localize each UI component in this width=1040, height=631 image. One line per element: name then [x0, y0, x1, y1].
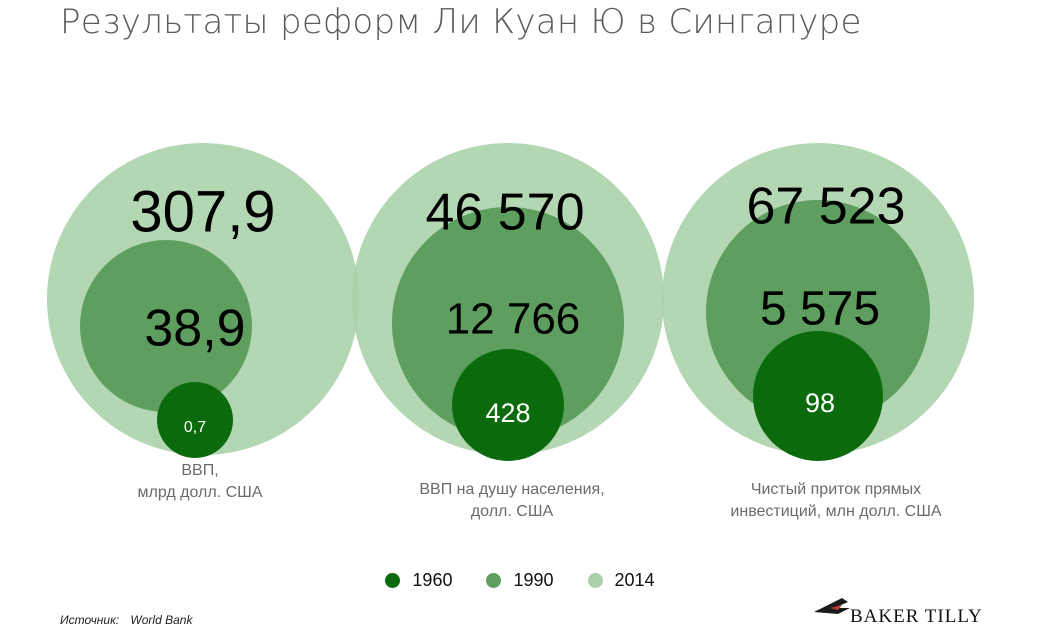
source-label: Источник:	[60, 613, 120, 627]
legend-dot-2014	[587, 573, 603, 588]
bubble-1960-group-2	[452, 349, 564, 461]
legend-dot-1960	[385, 573, 401, 588]
legend-item-1960: 1960	[385, 570, 452, 591]
value-label-1990-group-1: 38,9	[144, 300, 245, 358]
category-label-group-3: Чистый приток прямых	[751, 481, 921, 498]
baker-tilly-logo: BAKER TILLY	[812, 588, 982, 628]
value-label-1960-group-1: 0,7	[184, 419, 206, 436]
category-label-group-2: ВВП на душу населения,	[419, 481, 604, 498]
bubble-1960-group-1	[157, 382, 233, 458]
category-label-group-1: млрд долл. США	[138, 484, 263, 501]
legend-dot-1990	[486, 573, 502, 588]
chart-title: Результаты реформ Ли Куан Ю в Сингапуре	[60, 2, 862, 42]
source-note: Источник: World Bank	[60, 613, 192, 627]
legend-item-2014: 2014	[587, 570, 655, 591]
source-value: World Bank	[130, 613, 193, 627]
legend-label-1990: 1990	[513, 570, 554, 590]
category-label-group-1: ВВП,	[181, 462, 218, 479]
bubble-chart: 307,9 38,9 0,7 ВВП, млрд долл. США 46 570 12 7…	[47, 143, 974, 520]
value-label-1990-group-3: 5 575	[760, 283, 880, 336]
bubble-1960-group-3	[753, 331, 883, 461]
legend-item-1990: 1990	[486, 570, 554, 591]
logo-text: BAKER TILLY	[850, 606, 983, 627]
bird-logo-icon	[814, 598, 850, 614]
bubble-1990-group-1	[80, 240, 252, 412]
value-label-2014-group-3: 67 523	[746, 178, 905, 236]
value-label-2014-group-1: 307,9	[130, 179, 275, 244]
category-label-group-2: долл. США	[471, 503, 554, 520]
value-label-1990-group-2: 12 766	[446, 295, 581, 344]
category-label-group-3: инвестиций, млн долл. США	[730, 503, 941, 520]
value-label-2014-group-2: 46 570	[425, 184, 584, 242]
value-label-1960-group-3: 98	[805, 388, 835, 418]
value-label-1960-group-2: 428	[485, 398, 530, 428]
legend-label-2014: 2014	[614, 570, 655, 590]
legend: 1960 1990 2014	[0, 570, 1040, 591]
bubble-1990-group-2	[392, 207, 624, 439]
legend-label-1960: 1960	[412, 570, 453, 590]
